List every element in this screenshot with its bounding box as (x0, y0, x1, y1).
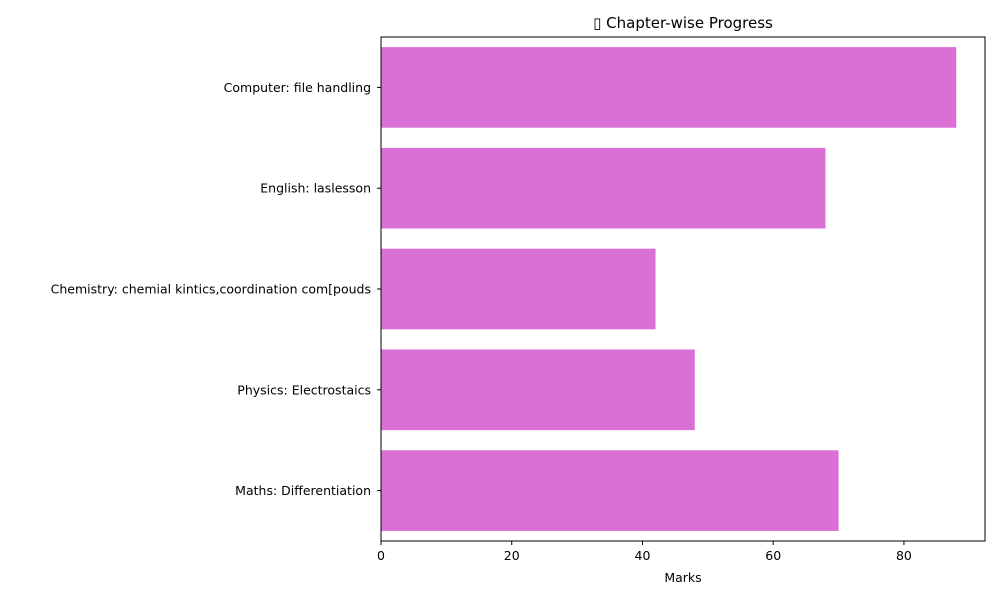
x-axis-ticks: 0 20 40 60 80 (377, 541, 912, 563)
x-tick-label: 40 (635, 548, 651, 563)
y-tick-label: Physics: Electrostaics (237, 382, 371, 397)
chart-title: ▯ Chapter-wise Progress (593, 14, 773, 32)
x-tick-label: 80 (896, 548, 912, 563)
bar (381, 47, 957, 128)
x-tick-label: 0 (377, 548, 385, 563)
bar (381, 450, 839, 531)
y-tick-label: Maths: Differentiation (235, 483, 371, 498)
y-tick-label: English: laslesson (260, 181, 371, 196)
x-tick-label: 20 (504, 548, 520, 563)
bar (381, 147, 826, 229)
x-axis-label: Marks (664, 570, 701, 585)
y-tick-label: Computer: file handling (224, 80, 371, 95)
y-tick-label: Chemistry: chemial kintics,coordination … (51, 282, 371, 297)
bars-group (381, 47, 957, 531)
bar (381, 248, 656, 330)
y-axis-ticks: Computer: file handling English: laslesso… (51, 80, 381, 498)
plot-frame (380, 36, 986, 542)
x-tick-label: 60 (765, 548, 781, 563)
bar (381, 349, 695, 431)
